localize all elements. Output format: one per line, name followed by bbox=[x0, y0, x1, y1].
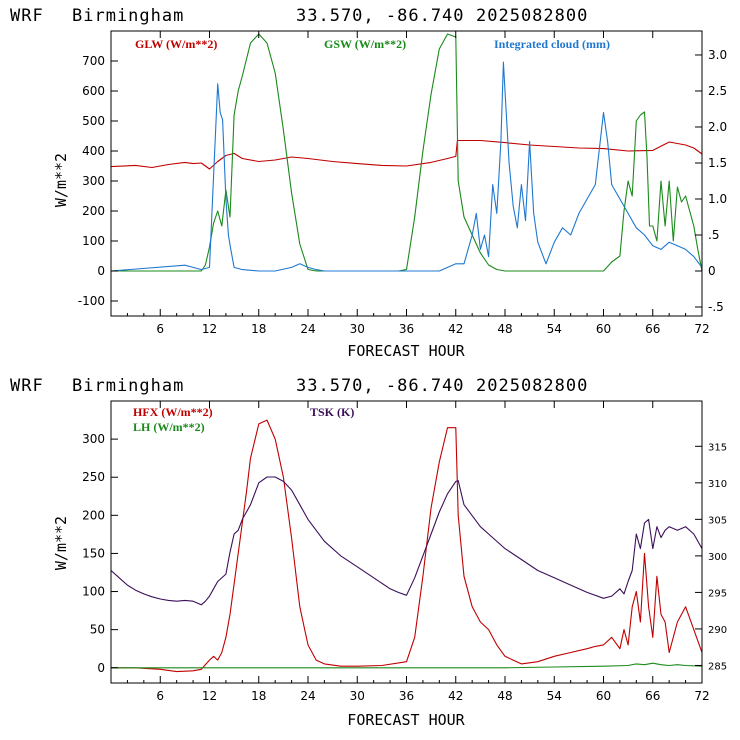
y2-tick-label: 1.5 bbox=[708, 156, 727, 170]
x-tick-label: 12 bbox=[202, 689, 217, 703]
x-tick-label: 48 bbox=[497, 322, 512, 336]
x-tick-label: 72 bbox=[694, 322, 709, 336]
radiation-cloud-chart: WRF Birmingham 33.570, -86.740 202508280… bbox=[10, 6, 727, 360]
y-tick-label: 50 bbox=[90, 623, 105, 637]
x-tick-label: 72 bbox=[694, 689, 709, 703]
series-line-red bbox=[111, 419, 703, 673]
y-tick-label: 400 bbox=[82, 144, 105, 158]
x-axis-label-2: FORECAST HOUR bbox=[347, 711, 465, 729]
chart-title-model: WRF bbox=[10, 6, 44, 26]
x-tick-label: 24 bbox=[300, 322, 315, 336]
x-tick-label: 12 bbox=[202, 322, 217, 336]
legend-glw: GLW (W/m**2) bbox=[135, 37, 217, 51]
x-tick-label: 24 bbox=[300, 689, 315, 703]
y-tick-label: 200 bbox=[82, 508, 105, 522]
x-tick-label: 66 bbox=[645, 322, 660, 336]
y2-tick-label: 2.5 bbox=[708, 84, 727, 98]
y-tick-label: 0 bbox=[97, 661, 105, 675]
x-tick-label: 42 bbox=[448, 689, 463, 703]
x-tick-label: 18 bbox=[251, 689, 266, 703]
series-line-green bbox=[111, 33, 703, 272]
x-tick-label: 66 bbox=[645, 689, 660, 703]
y-tick-label: 250 bbox=[82, 470, 105, 484]
series-line-blue bbox=[110, 61, 703, 272]
chart-title-model-2: WRF bbox=[10, 376, 44, 396]
flux-temperature-chart: WRF Birmingham 33.570, -86.740 202508280… bbox=[10, 376, 727, 729]
x-tick-label: 60 bbox=[596, 322, 611, 336]
x-axis-label: FORECAST HOUR bbox=[347, 342, 465, 360]
x-tick-label: 54 bbox=[547, 689, 562, 703]
y-tick-label: 200 bbox=[82, 204, 105, 218]
y2-tick-label: 295 bbox=[708, 588, 727, 599]
plot-frame bbox=[110, 30, 703, 317]
x-tick-label: 30 bbox=[350, 322, 365, 336]
y-axis-label-2: W/m**2 bbox=[52, 516, 70, 570]
x-tick-label: 48 bbox=[497, 689, 512, 703]
y2-tick-label: 3.0 bbox=[708, 48, 727, 62]
y-tick-label: 100 bbox=[82, 585, 105, 599]
x-tick-label: 54 bbox=[547, 322, 562, 336]
legend-cloud: Integrated cloud (mm) bbox=[494, 37, 610, 51]
x-tick-label: 36 bbox=[399, 322, 414, 336]
y2-tick-label: 300 bbox=[708, 552, 727, 563]
x-tick-label: 18 bbox=[251, 322, 266, 336]
y-tick-label: 100 bbox=[82, 234, 105, 248]
y-axis-label: W/m**2 bbox=[52, 153, 70, 207]
chart-title-site: Birmingham bbox=[72, 6, 184, 26]
y2-tick-label: 310 bbox=[708, 479, 727, 490]
y-tick-label: 150 bbox=[82, 546, 105, 560]
y2-tick-label: 2.0 bbox=[708, 120, 727, 134]
y2-tick-label: 285 bbox=[708, 661, 727, 672]
y2-tick-label: .5 bbox=[708, 228, 719, 242]
y-tick-label: 300 bbox=[82, 432, 105, 446]
x-tick-label: 6 bbox=[156, 322, 164, 336]
y2-tick-label: 315 bbox=[708, 442, 727, 453]
x-tick-label: 30 bbox=[350, 689, 365, 703]
y2-tick-label: -.5 bbox=[708, 300, 724, 314]
chart-title-site-2: Birmingham bbox=[72, 376, 184, 396]
legend-lh: LH (W/m**2) bbox=[133, 420, 205, 434]
series-line-purple bbox=[110, 476, 703, 606]
y2-tick-label: 1.0 bbox=[708, 192, 727, 206]
y-tick-label: 300 bbox=[82, 174, 105, 188]
chart-title-run-2: 2025082800 bbox=[476, 376, 588, 396]
legend-hfx: HFX (W/m**2) bbox=[133, 405, 213, 419]
x-tick-label: 6 bbox=[156, 689, 164, 703]
y-tick-label: 500 bbox=[82, 114, 105, 128]
y-tick-label: 600 bbox=[82, 84, 105, 98]
series-line-green bbox=[111, 662, 703, 669]
y2-tick-label: 305 bbox=[708, 515, 727, 526]
y-tick-label: -100 bbox=[78, 294, 105, 308]
y-tick-label: 0 bbox=[97, 264, 105, 278]
series-line-red bbox=[110, 139, 703, 170]
y-tick-label: 700 bbox=[82, 54, 105, 68]
plot-frame bbox=[110, 400, 703, 684]
y2-tick-label: 0 bbox=[708, 264, 716, 278]
chart-title-coords: 33.570, -86.740 bbox=[296, 6, 465, 26]
x-tick-label: 42 bbox=[448, 322, 463, 336]
chart-title-coords-2: 33.570, -86.740 bbox=[296, 376, 465, 396]
chart-title-run: 2025082800 bbox=[476, 6, 588, 26]
legend-tsk: TSK (K) bbox=[310, 405, 354, 419]
x-tick-label: 60 bbox=[596, 689, 611, 703]
legend-gsw: GSW (W/m**2) bbox=[324, 37, 406, 51]
x-tick-label: 36 bbox=[399, 689, 414, 703]
y2-tick-label: 290 bbox=[708, 625, 727, 636]
